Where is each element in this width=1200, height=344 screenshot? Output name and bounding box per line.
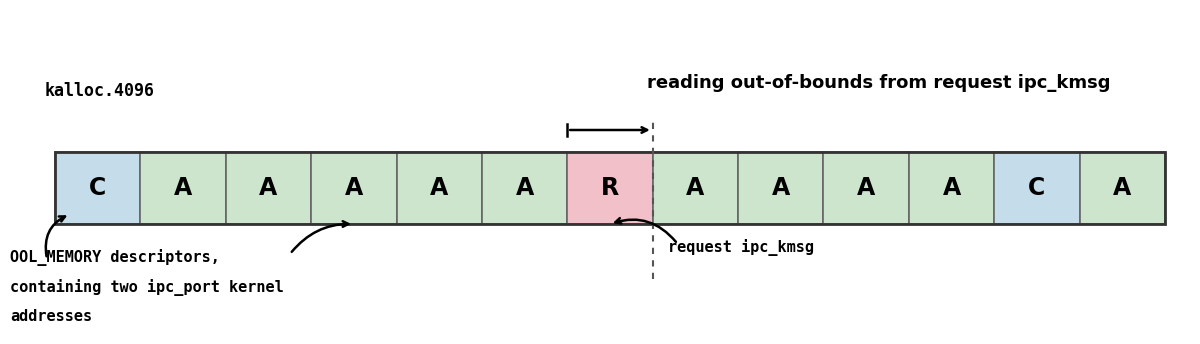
Text: OOL_MEMORY descriptors,: OOL_MEMORY descriptors, [10, 249, 220, 266]
Text: C: C [1028, 176, 1045, 200]
Text: R: R [601, 176, 619, 200]
Bar [908, 152, 995, 224]
Bar [995, 152, 1080, 224]
Bar [568, 152, 653, 224]
Bar [55, 152, 140, 224]
Text: reading out-of-bounds from request ipc_kmsg: reading out-of-bounds from request ipc_k… [647, 74, 1110, 92]
Bar [738, 152, 823, 224]
Bar [823, 152, 908, 224]
Bar [653, 152, 738, 224]
Text: A: A [430, 176, 449, 200]
Text: A: A [686, 176, 704, 200]
Bar [396, 152, 482, 224]
Bar [1080, 152, 1165, 224]
Text: A: A [772, 176, 790, 200]
Text: addresses: addresses [10, 309, 92, 324]
Bar [311, 152, 396, 224]
Text: request ipc_kmsg: request ipc_kmsg [667, 239, 814, 256]
Text: kalloc.4096: kalloc.4096 [46, 82, 155, 100]
Bar [482, 152, 568, 224]
Text: A: A [942, 176, 961, 200]
Text: A: A [344, 176, 362, 200]
Text: C: C [89, 176, 107, 200]
Text: A: A [259, 176, 277, 200]
Bar [55, 152, 1165, 224]
Text: containing two ipc_port kernel: containing two ipc_port kernel [10, 279, 283, 296]
Text: A: A [516, 176, 534, 200]
Text: A: A [1114, 176, 1132, 200]
Bar [226, 152, 311, 224]
Bar [140, 152, 226, 224]
Text: A: A [857, 176, 875, 200]
Text: A: A [174, 176, 192, 200]
